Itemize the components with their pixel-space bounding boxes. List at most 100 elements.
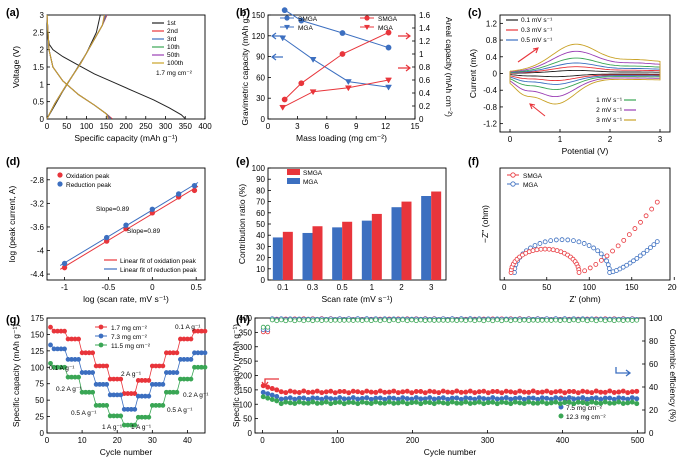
f-point-mga xyxy=(624,262,630,268)
h-capacity-point xyxy=(413,399,419,405)
c-ytick-label: 1.2 xyxy=(486,19,498,28)
h-efficiency-point xyxy=(580,317,586,323)
h-capacity-point xyxy=(544,400,550,406)
f-point-smga xyxy=(621,237,627,243)
h-capacity-point xyxy=(350,388,356,394)
h-capacity-point xyxy=(481,388,487,394)
h-efficiency-point xyxy=(409,317,415,323)
g-point xyxy=(188,336,194,342)
h-capacity-point xyxy=(535,400,541,406)
h-ytick-label: 400 xyxy=(239,314,253,323)
h-efficiency-point xyxy=(544,317,550,323)
a-legend-label: 50th xyxy=(167,52,180,59)
e-ytick-label: 0 xyxy=(261,276,266,285)
e-xtick-label: 2 xyxy=(399,283,404,292)
h-capacity-point xyxy=(278,401,284,407)
h-capacity-point xyxy=(508,389,514,395)
h-capacity-point xyxy=(409,400,415,406)
b-y2tick-label: 0.2 xyxy=(419,102,431,111)
b-point xyxy=(309,57,317,63)
e-legend-swatch xyxy=(287,178,300,184)
g-xlabel: Cycle number xyxy=(100,447,153,457)
h-efficiency-point xyxy=(283,318,289,324)
h-efficiency-point xyxy=(458,317,464,323)
h-capacity-point xyxy=(305,389,311,395)
h-efficiency-point xyxy=(503,317,509,323)
h-capacity-point xyxy=(472,390,478,396)
h-efficiency-point xyxy=(355,317,361,323)
g-point xyxy=(146,393,152,399)
h-capacity-point xyxy=(436,390,442,396)
f-point-mga xyxy=(537,241,543,246)
h-efficiency-point xyxy=(386,318,392,324)
e-xtick-label: 0.1 xyxy=(277,283,289,292)
h-efficiency-point xyxy=(314,317,320,323)
h-capacity-point xyxy=(548,390,554,396)
h-capacity-point xyxy=(580,400,586,406)
g-ytick-label: 50 xyxy=(35,396,44,405)
b-legend-marker xyxy=(284,15,290,21)
h-efficiency-point xyxy=(427,317,433,323)
h-capacity-point xyxy=(607,388,613,394)
h-efficiency-point xyxy=(616,317,622,323)
g-point xyxy=(132,391,138,396)
h-capacity-point xyxy=(418,396,424,402)
g-point xyxy=(174,389,180,395)
g-point xyxy=(62,346,67,352)
h-capacity-point xyxy=(593,395,599,401)
f-point-mga xyxy=(654,239,660,245)
e-xtick-label: 0.5 xyxy=(337,283,349,292)
b-ytick-label: 150 xyxy=(252,11,266,20)
h-capacity-point xyxy=(625,400,631,406)
h-capacity-point xyxy=(418,401,424,407)
h-capacity-point xyxy=(332,390,338,396)
h-capacity-point xyxy=(485,400,491,406)
f-point-mga xyxy=(651,242,657,248)
e-frame xyxy=(267,167,447,281)
h-capacity-point xyxy=(445,396,451,402)
g-ytick-label: 175 xyxy=(31,314,45,323)
b-arrow-right xyxy=(398,32,411,40)
g-point xyxy=(160,402,166,408)
f-point-smga xyxy=(654,199,660,205)
a-ytick-label: 0 xyxy=(40,115,45,124)
h-capacity-point xyxy=(301,388,307,394)
g-point xyxy=(202,328,208,334)
a-series-100th-charge xyxy=(46,14,105,119)
h-capacity-point xyxy=(364,388,370,394)
h-capacity-point xyxy=(265,391,271,397)
h-capacity-point xyxy=(571,401,577,407)
h-capacity-point xyxy=(481,396,487,402)
f-point-mga xyxy=(559,237,565,243)
e-xlabel: Scan rate (mV s⁻¹) xyxy=(321,294,392,304)
h-capacity-point xyxy=(539,399,545,405)
a-annotation: 1.7 mg cm⁻² xyxy=(156,70,193,77)
h-capacity-point xyxy=(287,400,293,406)
b-xtick-label: 9 xyxy=(354,122,359,131)
h-efficiency-point xyxy=(337,317,343,323)
h-efficiency-point xyxy=(328,318,334,323)
h-capacity-point xyxy=(377,395,383,401)
h-capacity-point xyxy=(341,388,347,394)
a-series-3rd-discharge xyxy=(46,14,112,120)
h-capacity-point xyxy=(445,389,451,395)
h-capacity-point xyxy=(602,399,608,405)
h-efficiency-point xyxy=(566,318,572,324)
h-capacity-point xyxy=(557,396,563,402)
h-efficiency-point xyxy=(593,318,599,324)
h-efficiency-point xyxy=(557,318,563,323)
h-capacity-point xyxy=(427,388,433,394)
h-capacity-point xyxy=(620,388,626,394)
d-panel-label: (d) xyxy=(6,156,20,168)
h-capacity-point xyxy=(377,388,383,394)
h-arrow-capacity xyxy=(261,378,279,388)
h-capacity-point xyxy=(314,388,320,394)
h-capacity-point xyxy=(593,388,599,394)
h-capacity-point xyxy=(530,400,536,406)
h-capacity-point xyxy=(440,388,446,394)
h-efficiency-point xyxy=(260,324,266,330)
f-point-smga xyxy=(598,257,604,263)
f-point-smga xyxy=(576,270,582,275)
f-xlabel: Z' (ohm) xyxy=(569,294,601,304)
h-capacity-point xyxy=(346,399,352,405)
